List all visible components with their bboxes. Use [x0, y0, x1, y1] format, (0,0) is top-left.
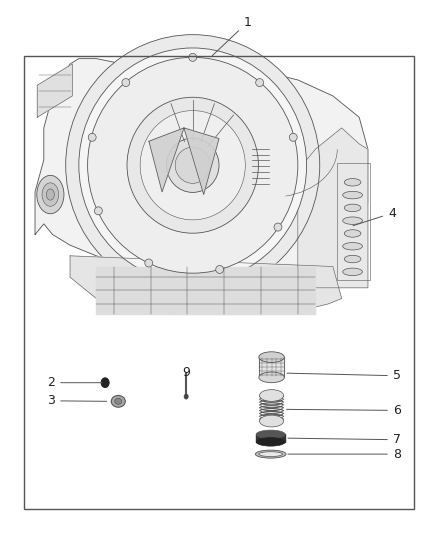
Text: 3: 3: [47, 394, 107, 407]
Ellipse shape: [42, 183, 59, 206]
Ellipse shape: [88, 58, 298, 273]
Ellipse shape: [256, 438, 285, 446]
Ellipse shape: [140, 111, 245, 220]
Text: 2: 2: [47, 376, 102, 389]
Ellipse shape: [344, 179, 361, 186]
Ellipse shape: [344, 204, 361, 212]
Ellipse shape: [259, 452, 283, 456]
Ellipse shape: [166, 138, 219, 192]
Polygon shape: [256, 434, 285, 442]
Text: 5: 5: [287, 369, 401, 382]
Polygon shape: [96, 266, 315, 314]
Ellipse shape: [37, 175, 64, 214]
Text: 8: 8: [288, 448, 401, 461]
Polygon shape: [298, 128, 368, 288]
Ellipse shape: [274, 223, 282, 231]
Ellipse shape: [343, 217, 363, 224]
Ellipse shape: [46, 189, 54, 200]
Ellipse shape: [259, 415, 284, 427]
Text: 1: 1: [212, 16, 251, 55]
Text: 6: 6: [286, 404, 401, 417]
Ellipse shape: [255, 450, 286, 458]
Ellipse shape: [115, 399, 122, 404]
Ellipse shape: [256, 78, 264, 86]
Bar: [337, 163, 370, 280]
Ellipse shape: [259, 390, 284, 401]
Ellipse shape: [256, 430, 285, 439]
Circle shape: [184, 394, 188, 399]
Text: 4: 4: [353, 207, 396, 225]
Polygon shape: [259, 357, 284, 377]
Ellipse shape: [95, 207, 102, 215]
Ellipse shape: [189, 53, 197, 61]
Ellipse shape: [127, 98, 258, 233]
Text: 9: 9: [182, 366, 190, 387]
Ellipse shape: [215, 265, 223, 273]
Ellipse shape: [343, 268, 363, 276]
Ellipse shape: [343, 243, 363, 250]
Ellipse shape: [344, 230, 361, 237]
Ellipse shape: [259, 352, 284, 362]
Ellipse shape: [344, 255, 361, 263]
Ellipse shape: [122, 78, 130, 86]
Bar: [24, 56, 414, 509]
Ellipse shape: [343, 191, 363, 199]
Polygon shape: [70, 256, 342, 314]
Ellipse shape: [259, 372, 284, 383]
Ellipse shape: [66, 35, 320, 296]
Ellipse shape: [175, 147, 210, 183]
Ellipse shape: [88, 133, 96, 141]
Polygon shape: [35, 59, 368, 288]
Ellipse shape: [290, 133, 297, 141]
Polygon shape: [149, 128, 184, 192]
Polygon shape: [37, 64, 72, 117]
Ellipse shape: [79, 48, 307, 282]
Text: 7: 7: [288, 433, 401, 446]
Ellipse shape: [145, 259, 153, 267]
Circle shape: [101, 378, 109, 387]
Ellipse shape: [111, 395, 125, 407]
Polygon shape: [184, 128, 219, 195]
